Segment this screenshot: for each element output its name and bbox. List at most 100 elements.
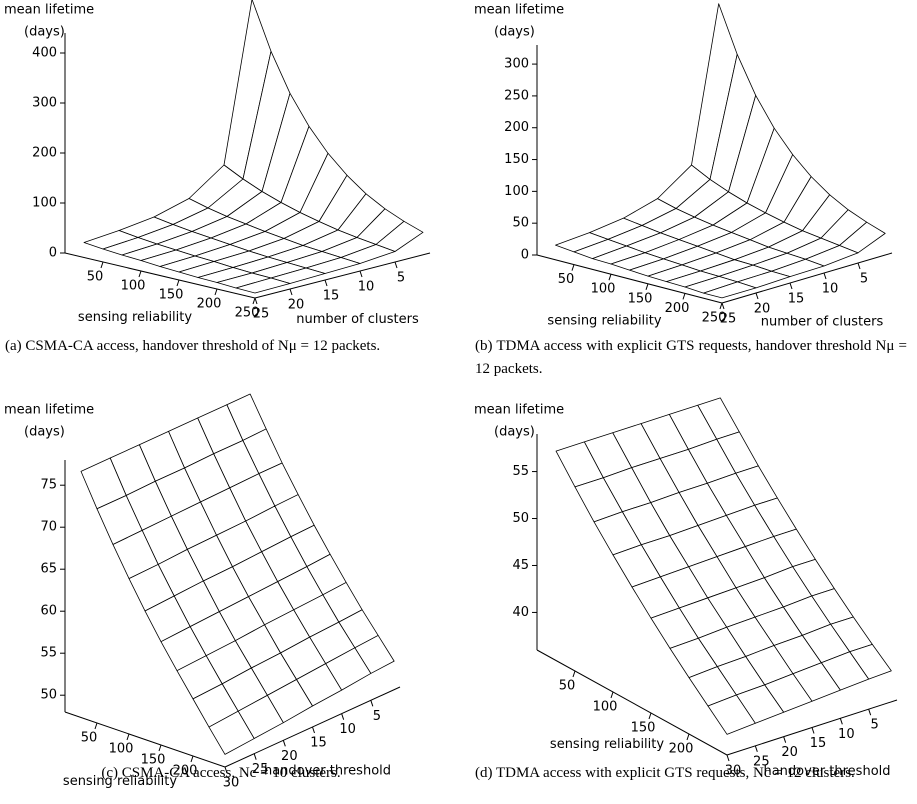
- y-tick-label: 10: [838, 727, 855, 742]
- y-tick-label: 10: [339, 722, 356, 737]
- x-axis: [536, 254, 723, 304]
- z-tick-label: 0: [49, 246, 57, 261]
- y-tick: [789, 282, 793, 290]
- x-tick: [572, 670, 576, 678]
- x-axis-label: sensing reliability: [63, 774, 177, 789]
- x-tick: [100, 261, 104, 269]
- y-tick: [755, 292, 759, 300]
- y-tick: [394, 261, 398, 269]
- x-tick-label: 200: [669, 742, 694, 757]
- y-tick: [254, 297, 258, 305]
- x-tick-label: 100: [593, 700, 618, 715]
- z-axis-label: mean lifetime: [474, 3, 564, 18]
- y-tick-label: 20: [781, 745, 798, 760]
- x-tick: [214, 288, 218, 296]
- x-tick: [176, 279, 180, 287]
- x-tick: [610, 691, 614, 699]
- z-tick-label: 55: [512, 464, 529, 479]
- y-tick-label: 30: [725, 764, 742, 779]
- y-tick-label: 25: [253, 307, 270, 322]
- x-tick: [138, 270, 142, 278]
- surface-cell: [235, 277, 291, 294]
- x-axis-label: sensing reliability: [550, 737, 664, 752]
- y-tick: [783, 736, 787, 743]
- x-tick-label: 50: [87, 270, 104, 285]
- y-tick: [282, 740, 286, 747]
- x-axis: [64, 711, 226, 768]
- x-tick: [94, 722, 98, 730]
- x-tick: [126, 733, 130, 741]
- caption: (d) TDMA access with explicit GTS reques…: [475, 765, 855, 781]
- z-tick-label: 70: [40, 520, 57, 535]
- y-tick-label: 20: [281, 749, 298, 764]
- z-tick-label: 200: [32, 146, 57, 161]
- y-axis-label: handover threshold: [264, 764, 391, 779]
- y-tick: [289, 288, 293, 296]
- y-tick: [721, 302, 725, 310]
- z-axis-label: mean lifetime: [4, 403, 94, 418]
- x-tick: [190, 755, 194, 763]
- y-tick: [324, 279, 328, 287]
- x-tick-label: 200: [665, 301, 690, 316]
- y-axis-label: handover threshold: [763, 764, 890, 779]
- x-tick-label: 50: [81, 731, 98, 746]
- z-tick-label: 300: [32, 96, 57, 111]
- z-axis-label: (days): [494, 25, 535, 40]
- y-tick-label: 25: [720, 312, 737, 327]
- z-tick-label: 0: [521, 248, 529, 263]
- z-tick-label: 150: [504, 152, 529, 167]
- x-tick-label: 150: [628, 291, 653, 306]
- y-tick-label: 30: [223, 776, 240, 791]
- y-tick-label: 15: [323, 289, 340, 304]
- z-tick-label: 55: [40, 646, 57, 661]
- x-tick-label: 150: [159, 288, 184, 303]
- z-tick-label: 250: [504, 88, 529, 103]
- z-tick-label: 65: [40, 562, 57, 577]
- y-tick: [823, 272, 827, 280]
- x-tick: [252, 297, 256, 305]
- x-tick-label: 200: [197, 297, 222, 312]
- y-tick-label: 15: [788, 292, 805, 307]
- y-tick-label: 5: [373, 709, 381, 724]
- z-axis-label: (days): [24, 25, 65, 40]
- y-tick-label: 5: [397, 271, 405, 286]
- z-tick-label: 200: [504, 120, 529, 135]
- x-tick-label: 50: [558, 272, 575, 287]
- y-tick-label: 15: [310, 736, 327, 751]
- y-tick: [868, 709, 872, 716]
- z-tick-label: 400: [32, 46, 57, 61]
- z-tick-label: 60: [40, 604, 57, 619]
- surface-cell: [703, 281, 757, 299]
- z-axis-label: (days): [494, 425, 535, 440]
- y-tick: [754, 745, 758, 752]
- y-tick-label: 5: [871, 718, 879, 733]
- x-tick-label: 100: [109, 742, 134, 757]
- z-axis-label: mean lifetime: [4, 3, 94, 18]
- y-tick-label: 20: [288, 298, 305, 313]
- y-axis-label: number of clusters: [296, 312, 419, 327]
- z-tick-label: 45: [512, 558, 529, 573]
- x-tick-label: 250: [235, 306, 260, 321]
- y-tick-label: 5: [860, 272, 868, 287]
- y-tick: [839, 718, 843, 725]
- x-tick: [719, 302, 723, 310]
- x-tick-label: 200: [173, 764, 198, 779]
- caption: (b) TDMA access with explicit GTS reques…: [475, 338, 907, 377]
- y-tick: [370, 700, 374, 707]
- y-tick-label: 10: [822, 282, 839, 297]
- x-tick-label: 250: [702, 311, 727, 326]
- x-tick: [682, 293, 686, 300]
- z-axis-label: (days): [24, 425, 65, 440]
- caption: (c) CSMA-CA access, Nc = 10 clusters.: [101, 765, 341, 781]
- y-tick: [224, 766, 228, 774]
- z-tick-label: 100: [504, 184, 529, 199]
- x-axis-label: sensing reliability: [78, 310, 192, 325]
- y-tick: [253, 753, 257, 760]
- x-tick-label: 100: [591, 282, 616, 297]
- surface-cell: [707, 694, 756, 735]
- y-tick-label: 20: [754, 302, 771, 317]
- y-tick: [359, 270, 363, 278]
- x-axis: [64, 252, 256, 299]
